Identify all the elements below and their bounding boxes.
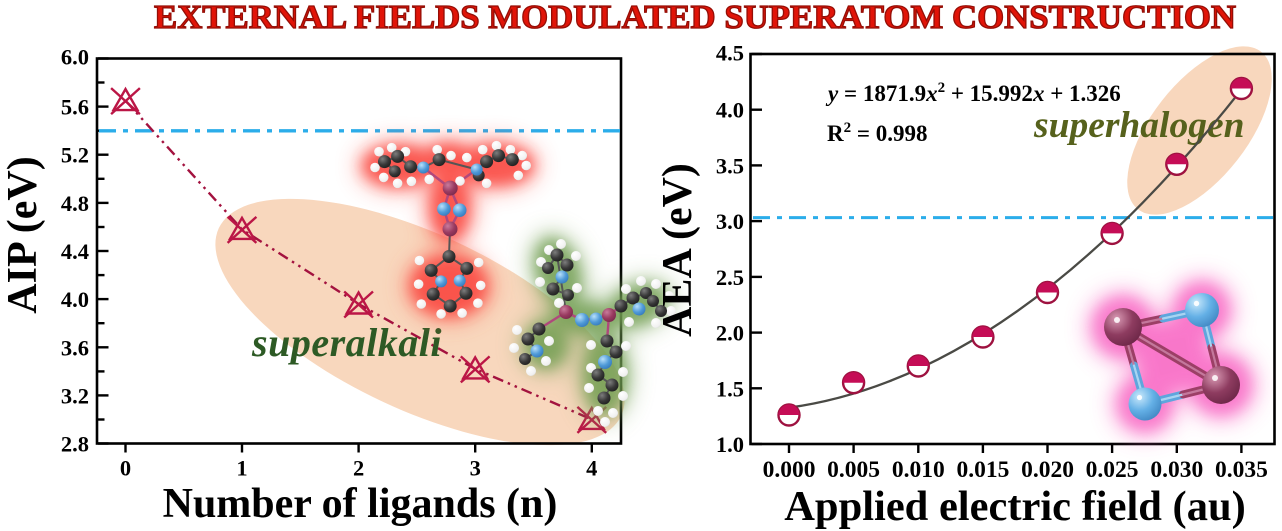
svg-text:y = 1871.9x2 + 15.992x + 1.326: y = 1871.9x2 + 15.992x + 1.326 (825, 80, 1121, 106)
svg-text:1.5: 1.5 (716, 376, 744, 401)
svg-text:5.6: 5.6 (61, 95, 89, 120)
svg-text:AIP (eV): AIP (eV) (0, 156, 46, 313)
svg-text:0.020: 0.020 (1021, 457, 1074, 483)
svg-text:4.5: 4.5 (716, 41, 744, 66)
svg-text:0.005: 0.005 (827, 457, 880, 483)
svg-text:3.5: 3.5 (716, 153, 744, 178)
svg-text:4.8: 4.8 (61, 191, 89, 216)
svg-text:4: 4 (586, 456, 597, 481)
svg-text:3: 3 (470, 456, 481, 481)
svg-text:Number of ligands (n): Number of ligands (n) (163, 481, 558, 527)
svg-text:2.0: 2.0 (716, 321, 744, 346)
svg-text:0.035: 0.035 (1215, 457, 1268, 483)
svg-text:EXTERNAL FIELDS MODULATED SUPE: EXTERNAL FIELDS MODULATED SUPERATOM CONS… (154, 0, 1236, 36)
svg-text:6.0: 6.0 (61, 45, 89, 70)
svg-text:0.030: 0.030 (1150, 457, 1203, 483)
svg-text:0.000: 0.000 (763, 457, 816, 483)
svg-text:3.2: 3.2 (61, 383, 89, 408)
svg-text:0.010: 0.010 (892, 457, 945, 483)
svg-text:2: 2 (353, 456, 364, 481)
svg-text:2.5: 2.5 (716, 265, 744, 290)
svg-text:4.4: 4.4 (61, 239, 89, 264)
svg-text:4.0: 4.0 (716, 98, 744, 123)
svg-text:superhalogen: superhalogen (1033, 105, 1244, 146)
svg-text:superalkali: superalkali (251, 320, 442, 365)
svg-text:AEA (eV): AEA (eV) (655, 163, 701, 337)
svg-text:3.0: 3.0 (716, 209, 744, 234)
svg-text:1: 1 (236, 456, 247, 481)
svg-text:Applied electric field (au): Applied electric field (au) (784, 483, 1246, 530)
svg-text:0.025: 0.025 (1086, 457, 1139, 483)
svg-text:4.0: 4.0 (61, 287, 89, 312)
svg-text:R2 = 0.998: R2 = 0.998 (827, 120, 927, 146)
svg-text:5.2: 5.2 (61, 143, 89, 168)
svg-text:2.8: 2.8 (61, 432, 89, 457)
svg-text:0: 0 (120, 456, 131, 481)
svg-text:3.6: 3.6 (61, 335, 89, 360)
svg-text:1.0: 1.0 (716, 432, 744, 457)
svg-text:0.015: 0.015 (956, 457, 1009, 483)
